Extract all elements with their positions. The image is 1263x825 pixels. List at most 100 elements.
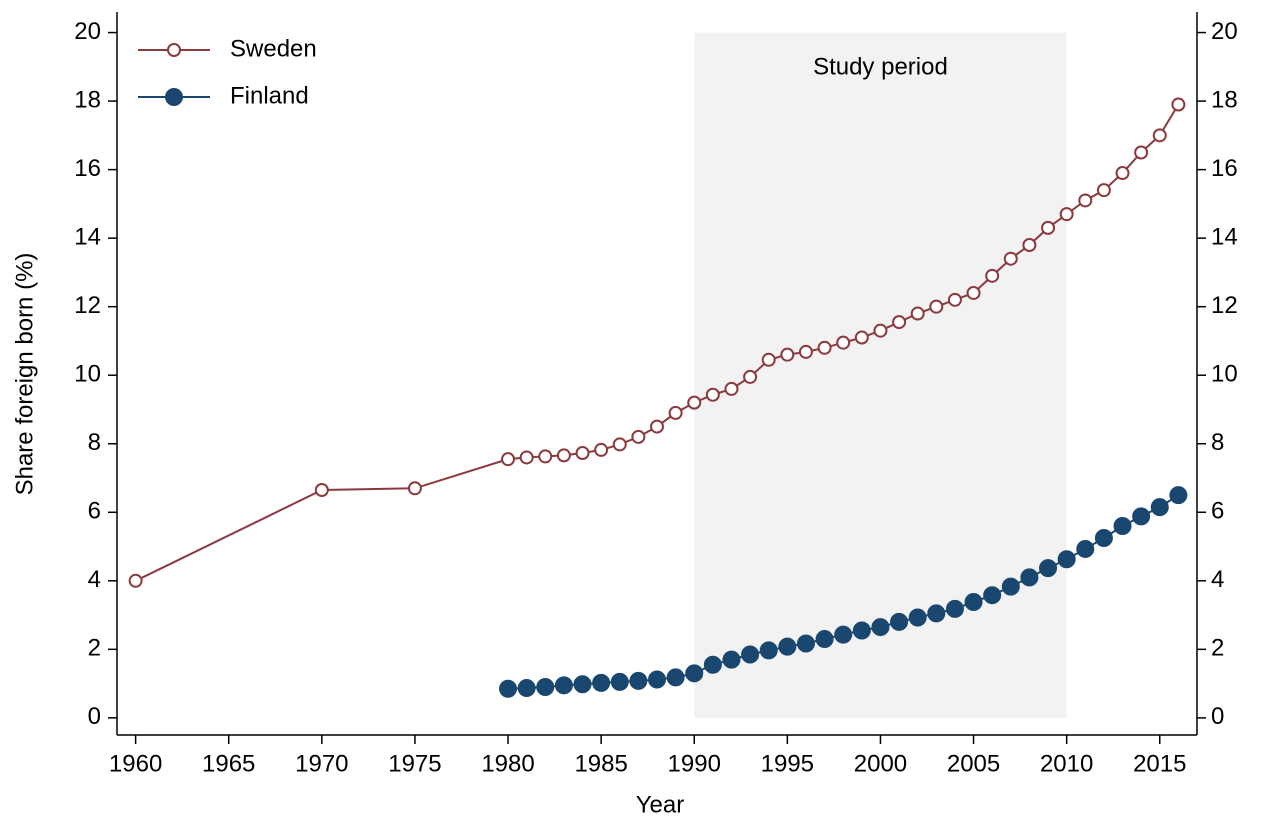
data-point — [834, 625, 853, 644]
y-tick-label: 16 — [74, 155, 101, 182]
x-tick-label: 1995 — [761, 750, 814, 777]
data-point — [1150, 498, 1169, 517]
data-point — [985, 268, 1000, 283]
data-point — [910, 306, 925, 321]
data-point — [947, 292, 962, 307]
data-point — [1134, 145, 1149, 160]
data-point — [1059, 207, 1074, 222]
y-tick-label: 0 — [88, 703, 101, 730]
data-point — [556, 448, 571, 463]
data-point — [743, 369, 758, 384]
y-tick-label: 10 — [74, 361, 101, 388]
data-point — [575, 445, 590, 460]
data-point — [407, 481, 422, 496]
data-point — [1115, 166, 1130, 181]
data-point — [741, 645, 760, 664]
data-point — [501, 452, 516, 467]
data-point — [1094, 528, 1113, 547]
data-point — [629, 671, 648, 690]
data-point — [592, 673, 611, 692]
data-point — [573, 675, 592, 694]
y2-tick-label: 8 — [1211, 429, 1224, 456]
y-tick-label: 4 — [88, 566, 101, 593]
series-line — [135, 104, 1180, 582]
data-point — [945, 599, 964, 618]
data-point — [778, 637, 797, 656]
y2-tick-label: 14 — [1211, 223, 1238, 250]
y2-tick-label: 0 — [1211, 703, 1224, 730]
legend-marker — [165, 88, 183, 106]
x-axis-label: Year — [636, 791, 685, 818]
data-point — [1041, 220, 1056, 235]
legend-label: Sweden — [230, 35, 317, 62]
data-point — [873, 323, 888, 338]
data-point — [927, 604, 946, 623]
data-point — [517, 679, 536, 698]
y-tick-label: 2 — [88, 635, 101, 662]
data-point — [703, 655, 722, 674]
data-point — [836, 335, 851, 350]
x-tick-label: 1985 — [574, 750, 627, 777]
data-point — [892, 315, 907, 330]
x-tick-label: 1990 — [668, 750, 721, 777]
legend-label: Finland — [230, 82, 309, 109]
data-point — [983, 586, 1002, 605]
y-tick-label: 8 — [88, 429, 101, 456]
data-point — [1152, 128, 1167, 143]
data-point — [610, 672, 629, 691]
x-tick-label: 1980 — [481, 750, 534, 777]
x-tick-label: 2010 — [1040, 750, 1093, 777]
data-point — [890, 612, 909, 631]
y-tick-label: 6 — [88, 498, 101, 525]
data-point — [852, 621, 871, 640]
y2-tick-label: 4 — [1211, 566, 1224, 593]
y-tick-label: 14 — [74, 223, 101, 250]
data-point — [687, 395, 702, 410]
data-point — [648, 670, 666, 689]
x-tick-label: 2005 — [947, 750, 1000, 777]
data-point — [650, 419, 664, 434]
y2-tick-label: 10 — [1211, 361, 1238, 388]
x-tick-label: 1965 — [202, 750, 255, 777]
data-point — [722, 650, 741, 669]
data-point — [724, 381, 739, 396]
data-point — [1020, 568, 1039, 587]
x-tick-label: 1970 — [295, 750, 348, 777]
data-point — [519, 450, 534, 465]
legend-marker — [167, 43, 181, 57]
data-point — [1001, 577, 1020, 596]
data-point — [612, 437, 627, 452]
x-tick-label: 2000 — [854, 750, 907, 777]
data-point — [966, 285, 981, 300]
data-point — [780, 347, 795, 362]
y-tick-label: 20 — [74, 18, 101, 45]
data-point — [314, 483, 329, 498]
data-point — [538, 449, 553, 464]
y2-tick-label: 16 — [1211, 155, 1238, 182]
data-point — [798, 344, 813, 359]
y-tick-label: 12 — [74, 292, 101, 319]
x-tick-label: 1960 — [109, 750, 162, 777]
data-point — [554, 676, 573, 695]
y-axis-label: Share foreign born (%) — [11, 253, 38, 496]
data-point — [1078, 193, 1093, 208]
data-point — [1003, 251, 1018, 266]
y2-tick-label: 12 — [1211, 292, 1238, 319]
data-point — [705, 387, 720, 402]
data-point — [1022, 238, 1037, 253]
x-tick-label: 1975 — [388, 750, 441, 777]
data-point — [128, 573, 143, 588]
data-point — [929, 299, 944, 314]
data-point — [594, 442, 609, 457]
data-point — [668, 405, 683, 420]
data-point — [666, 668, 685, 687]
data-point — [871, 618, 890, 637]
data-point — [796, 634, 815, 653]
data-point — [1076, 539, 1095, 558]
data-point — [815, 630, 834, 649]
data-point — [499, 679, 518, 698]
shaded-region-label: Study period — [813, 53, 948, 80]
y2-tick-label: 20 — [1211, 18, 1238, 45]
data-point — [1039, 559, 1058, 578]
